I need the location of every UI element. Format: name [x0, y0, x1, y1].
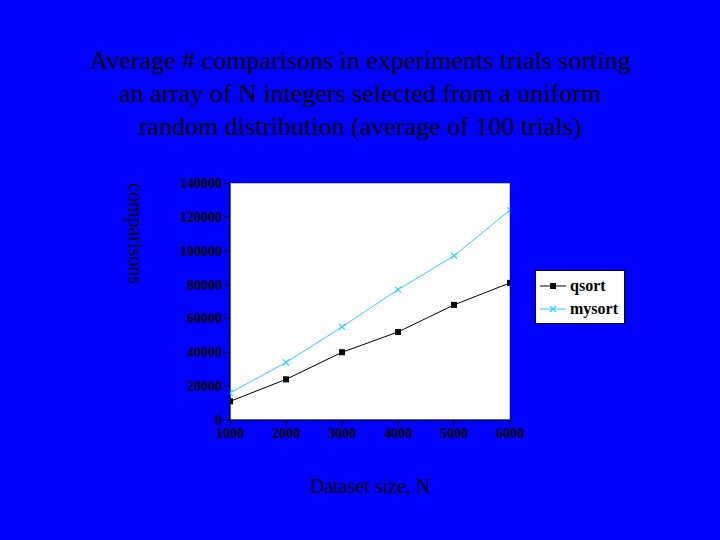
svg-text:3000: 3000 [328, 426, 356, 441]
svg-text:0: 0 [215, 413, 222, 428]
svg-text:5000: 5000 [440, 426, 468, 441]
svg-text:40000: 40000 [187, 345, 222, 360]
svg-text:80000: 80000 [187, 278, 222, 293]
svg-text:140000: 140000 [180, 176, 222, 191]
html-text:Dataset size, N: Dataset size, N [309, 475, 431, 497]
svg-text:6000: 6000 [496, 426, 524, 441]
svg-text:60000: 60000 [187, 311, 222, 326]
svg-text:20000: 20000 [187, 379, 222, 394]
html-text:Average # comparisons in exper: Average # comparisons in experiments tri… [89, 46, 631, 141]
svg-text:1000: 1000 [216, 426, 244, 441]
svg-text:100000: 100000 [180, 244, 222, 259]
html-text:mysort: mysort [570, 299, 618, 317]
html-text:comparisons: comparisons [125, 183, 147, 285]
svg-text:120000: 120000 [180, 210, 222, 225]
svg-text:4000: 4000 [384, 426, 412, 441]
svg-text:2000: 2000 [272, 426, 300, 441]
html-text:qsort: qsort [570, 276, 606, 294]
